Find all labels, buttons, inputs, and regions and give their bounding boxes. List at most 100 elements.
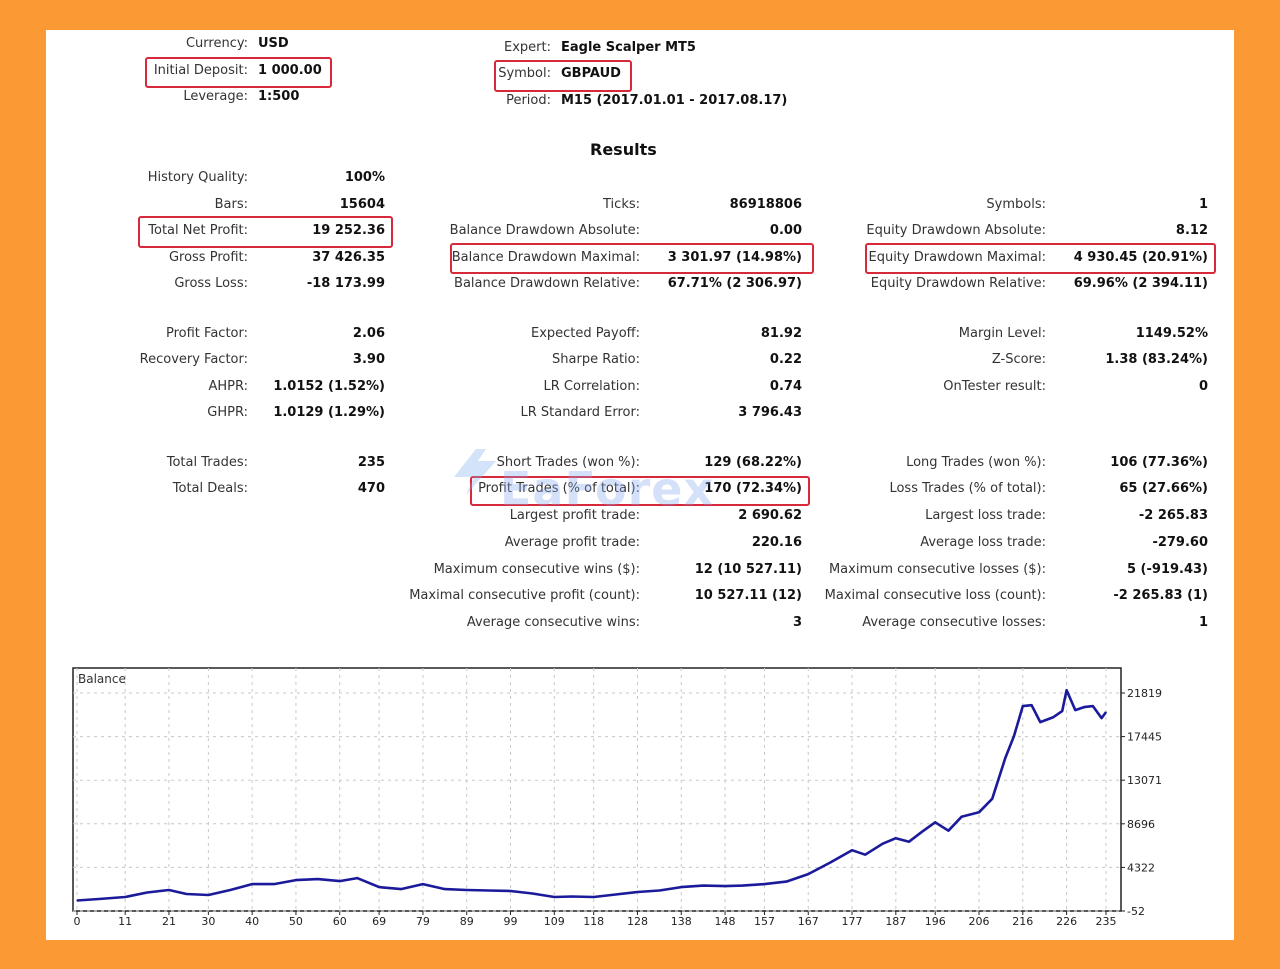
header-initial-deposit-label: Initial Deposit: bbox=[153, 63, 248, 78]
stat-label: Average loss trade: bbox=[920, 535, 1046, 550]
header-symbol-label: Symbol: bbox=[498, 66, 551, 81]
stat-label: Recovery Factor: bbox=[139, 352, 248, 367]
stat-value: 1.38 (83.24%) bbox=[1105, 352, 1208, 367]
stat-label: Average consecutive losses: bbox=[862, 615, 1046, 630]
stat-value: 37 426.35 bbox=[312, 250, 385, 265]
stat-label: Total Net Profit: bbox=[148, 223, 248, 238]
stat-value: 106 (77.36%) bbox=[1110, 455, 1208, 470]
stat-value: -279.60 bbox=[1152, 535, 1208, 550]
stat-label: Margin Level: bbox=[958, 326, 1046, 341]
stat-value: 19 252.36 bbox=[312, 223, 385, 238]
header-leverage-value: 1:500 bbox=[258, 89, 300, 104]
header-period-label: Period: bbox=[506, 93, 551, 108]
stat-label: History Quality: bbox=[147, 170, 248, 185]
header-expert-value: Eagle Scalper MT5 bbox=[561, 40, 696, 55]
stat-label: Long Trades (won %): bbox=[906, 455, 1046, 470]
highlight-total-net-profit bbox=[138, 216, 393, 248]
stat-value: 470 bbox=[357, 481, 385, 496]
stat-label: Maximal consecutive loss (count): bbox=[824, 588, 1046, 603]
header-initial-deposit-value: 1 000.00 bbox=[258, 63, 322, 78]
stat-value: 1.0152 (1.52%) bbox=[273, 379, 385, 394]
stat-value: 170 (72.34%) bbox=[704, 481, 802, 496]
stat-value: 0 bbox=[1198, 379, 1208, 394]
stat-value: 100% bbox=[344, 170, 385, 185]
stat-value: 0.22 bbox=[769, 352, 802, 367]
stat-label: Maximal consecutive profit (count): bbox=[409, 588, 640, 603]
stat-value: -18 173.99 bbox=[306, 276, 385, 291]
stat-value: 15604 bbox=[339, 197, 385, 212]
stat-label: Sharpe Ratio: bbox=[552, 352, 640, 367]
stat-label: Loss Trades (% of total): bbox=[889, 481, 1046, 496]
stat-label: Gross Profit: bbox=[168, 250, 248, 265]
stat-label: Total Trades: bbox=[166, 455, 248, 470]
stat-label: GHPR: bbox=[207, 405, 248, 420]
stat-value: 81.92 bbox=[760, 326, 802, 341]
highlight-symbol bbox=[494, 60, 632, 92]
highlight-initial-deposit bbox=[145, 57, 332, 88]
header-currency-label: Currency: bbox=[185, 36, 248, 51]
stat-value: 1.0129 (1.29%) bbox=[273, 405, 385, 420]
stat-label: Expected Payoff: bbox=[531, 326, 640, 341]
header-period-value: M15 (2017.01.01 - 2017.08.17) bbox=[561, 93, 788, 108]
stat-value: 1 bbox=[1198, 615, 1208, 630]
stat-value: 5 (-919.43) bbox=[1126, 562, 1208, 577]
stat-label: Ticks: bbox=[603, 197, 640, 212]
stat-label: Equity Drawdown Relative: bbox=[870, 276, 1046, 291]
header-symbol-value: GBPAUD bbox=[561, 66, 621, 81]
stat-value: 4 930.45 (20.91%) bbox=[1073, 250, 1208, 265]
stat-value: 67.71% (2 306.97) bbox=[667, 276, 802, 291]
stat-label: OnTester result: bbox=[943, 379, 1046, 394]
stat-value: 3 bbox=[792, 615, 802, 630]
results-title: Results bbox=[590, 140, 657, 159]
stat-value: 10 527.11 (12) bbox=[694, 588, 802, 603]
stat-label: Total Deals: bbox=[172, 481, 248, 496]
stat-label: LR Correlation: bbox=[543, 379, 640, 394]
stat-label: AHPR: bbox=[208, 379, 248, 394]
stat-value: 3.90 bbox=[352, 352, 385, 367]
stat-label: Equity Drawdown Absolute: bbox=[866, 223, 1046, 238]
stat-label: Z-Score: bbox=[991, 352, 1046, 367]
stat-value: 220.16 bbox=[751, 535, 802, 550]
stat-label: Balance Drawdown Absolute: bbox=[449, 223, 640, 238]
stat-value: 3 301.97 (14.98%) bbox=[667, 250, 802, 265]
stat-value: 69.96% (2 394.11) bbox=[1073, 276, 1208, 291]
stat-value: 2 690.62 bbox=[738, 508, 802, 523]
highlight-balance-drawdown-maximal bbox=[450, 243, 814, 274]
stat-value: 65 (27.66%) bbox=[1119, 481, 1208, 496]
stat-label: Largest loss trade: bbox=[925, 508, 1046, 523]
stat-label: Largest profit trade: bbox=[509, 508, 640, 523]
stat-label: Average profit trade: bbox=[504, 535, 640, 550]
stat-label: Profit Factor: bbox=[166, 326, 248, 341]
stat-value: 0.74 bbox=[769, 379, 802, 394]
stat-label: Short Trades (won %): bbox=[496, 455, 640, 470]
stat-value: 1149.52% bbox=[1135, 326, 1208, 341]
stat-label: Maximum consecutive wins ($): bbox=[433, 562, 640, 577]
stat-value: 235 bbox=[357, 455, 385, 470]
stat-label: Maximum consecutive losses ($): bbox=[828, 562, 1046, 577]
stat-label: Average consecutive wins: bbox=[466, 615, 640, 630]
stat-label: LR Standard Error: bbox=[520, 405, 640, 420]
stat-label: Profit Trades (% of total): bbox=[478, 481, 640, 496]
stat-value: 3 796.43 bbox=[738, 405, 802, 420]
stat-label: Balance Drawdown Maximal: bbox=[451, 250, 640, 265]
stat-value: 8.12 bbox=[1175, 223, 1208, 238]
highlight-equity-drawdown-maximal bbox=[865, 243, 1216, 274]
watermark-logo-icon bbox=[454, 449, 496, 495]
stat-label: Gross Loss: bbox=[174, 276, 248, 291]
stat-label: Bars: bbox=[214, 197, 248, 212]
watermark-text: EaForex bbox=[500, 462, 715, 516]
stat-label: Equity Drawdown Maximal: bbox=[868, 250, 1046, 265]
header-leverage-label: Leverage: bbox=[183, 89, 248, 104]
highlight-profit-trades bbox=[470, 476, 810, 506]
stat-value: -2 265.83 bbox=[1138, 508, 1208, 523]
stat-value: 86918806 bbox=[729, 197, 802, 212]
stat-value: 129 (68.22%) bbox=[704, 455, 802, 470]
stat-value: 12 (10 527.11) bbox=[694, 562, 802, 577]
stat-label: Balance Drawdown Relative: bbox=[454, 276, 640, 291]
stat-value: 0.00 bbox=[769, 223, 802, 238]
header-currency-value: USD bbox=[258, 36, 289, 51]
stat-value: 2.06 bbox=[352, 326, 385, 341]
stat-value: -2 265.83 (1) bbox=[1113, 588, 1208, 603]
stat-value: 1 bbox=[1198, 197, 1208, 212]
stat-label: Symbols: bbox=[986, 197, 1046, 212]
